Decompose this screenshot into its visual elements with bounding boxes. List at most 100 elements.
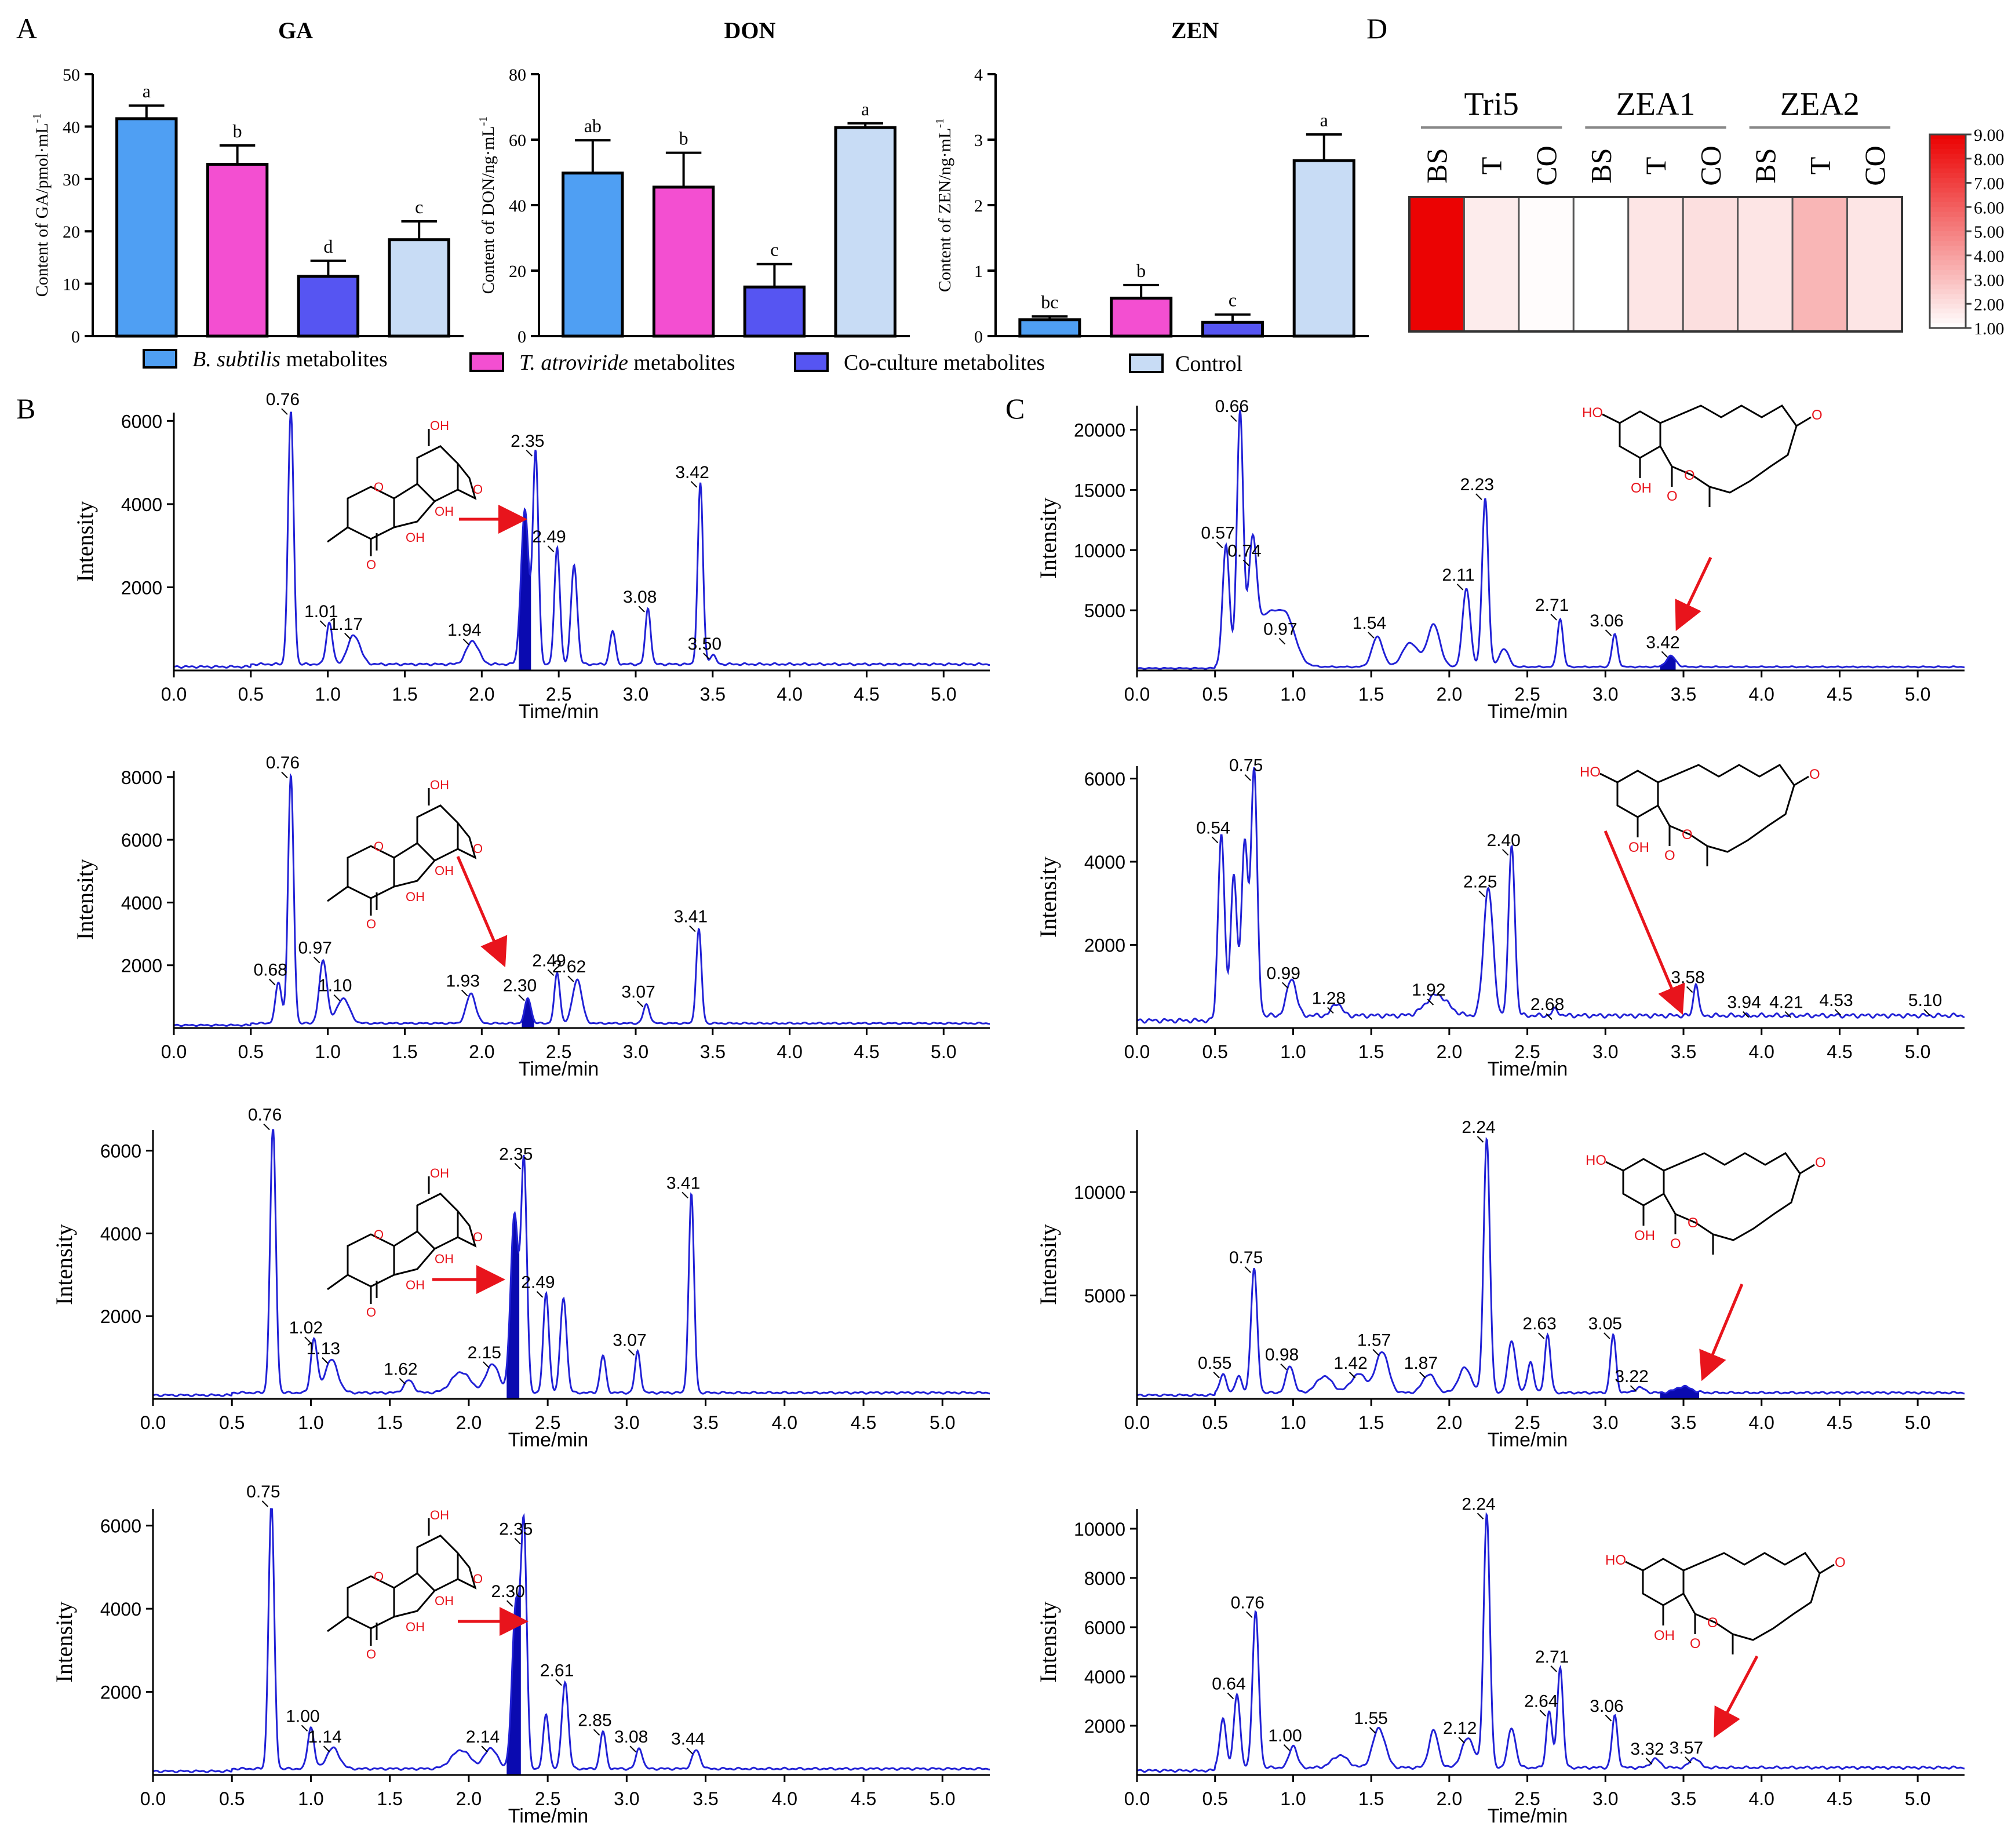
atom-oh: OH xyxy=(406,1620,425,1634)
y-tick-label-chrom_b2: 4000 xyxy=(121,892,162,913)
x-tick-label-chrom_c2: 4.0 xyxy=(1748,1041,1774,1062)
atom-o: O xyxy=(1670,1236,1681,1252)
y-axis-label-chrom_c1: Intensity xyxy=(1035,498,1061,579)
peak-label-chrom_c2: 1.92 xyxy=(1412,981,1445,1000)
x-tick-label-chrom_b1: 0.0 xyxy=(161,684,187,705)
legend-label-co: Co-culture metabolites xyxy=(844,351,1045,375)
atom-ho: HO xyxy=(1605,1552,1626,1568)
color-scale-tick-label: 1.00 xyxy=(1974,319,2005,338)
y-tick-label-chrom_c4: 4000 xyxy=(1084,1667,1125,1687)
x-tick-label-chrom_b4: 4.5 xyxy=(851,1788,876,1809)
y-tick-label-ga: 20 xyxy=(63,223,80,242)
legend: B. subtilis metabolites T. atroviride me… xyxy=(143,347,1242,376)
x-tick-label-chrom_c1: 3.5 xyxy=(1671,684,1696,705)
x-tick-label-chrom_c2: 3.5 xyxy=(1671,1041,1696,1062)
y-tick-label-zen: 2 xyxy=(974,196,983,216)
chromatogram-chrom_c2: 0.0 0.5 1.0 1.5 2.0 2.5 3.0 3.5 4.0 4.5 5.0 2000 400… xyxy=(1035,756,1965,1080)
peak-label-chrom_c2: 0.54 xyxy=(1196,818,1230,837)
peak-label-leader-chrom_b1 xyxy=(281,408,288,415)
peak-label-chrom_c2: 0.99 xyxy=(1267,964,1300,983)
peak-label-leader-chrom_b3 xyxy=(514,1162,521,1170)
y-tick-label-chrom_b1: 4000 xyxy=(121,494,162,515)
peak-label-leader-chrom_b4 xyxy=(261,1500,269,1507)
peak-label-leader-chrom_c2 xyxy=(1784,1011,1792,1018)
peak-label-leader-chrom_b3 xyxy=(536,1291,544,1298)
x-tick-label-chrom_b1: 4.0 xyxy=(777,684,802,705)
atom-o: O xyxy=(374,480,384,494)
y-tick-label-ga: 10 xyxy=(63,275,80,294)
x-axis-label-chrom_b1: Time/min xyxy=(519,701,599,723)
peak-label-chrom_c2: 4.53 xyxy=(1819,991,1853,1010)
x-tick-label-chrom_c2: 0.0 xyxy=(1124,1041,1150,1062)
peak-label-leader-chrom_c3 xyxy=(1537,1332,1545,1339)
legend-swatch-co xyxy=(794,352,829,372)
atom-oh: OH xyxy=(1628,840,1649,855)
don-bonds xyxy=(327,1176,477,1304)
atom-o: O xyxy=(1815,1155,1826,1171)
y-tick-label-chrom_b4: 4000 xyxy=(100,1599,141,1620)
x-tick-label-chrom_c4: 4.0 xyxy=(1748,1788,1774,1809)
y-tick-label-chrom_c4: 8000 xyxy=(1084,1568,1125,1589)
atom-o: O xyxy=(366,1305,376,1320)
x-tick-label-chrom_b3: 0.0 xyxy=(140,1412,166,1433)
atom-oh: OH xyxy=(1631,480,1652,496)
x-tick-label-chrom_b4: 1.0 xyxy=(298,1788,323,1809)
legend-label-bs: B. subtilis metabolites xyxy=(192,347,388,371)
x-tick-label-chrom_c3: 4.0 xyxy=(1748,1412,1774,1433)
y-tick-label-chrom_b1: 2000 xyxy=(121,577,162,598)
x-tick-label-chrom_c4: 4.5 xyxy=(1827,1788,1852,1809)
y-axis-label-don: Content of DON/ng·mL-1 xyxy=(477,116,498,294)
x-tick-label-chrom_b3: 5.0 xyxy=(930,1412,955,1433)
y-tick-label-chrom_b3: 4000 xyxy=(100,1223,141,1244)
peak-label-chrom_c4: 2.24 xyxy=(1462,1495,1495,1514)
y-tick-label-don: 80 xyxy=(509,65,526,85)
peak-label-chrom_b4: 2.35 xyxy=(499,1520,533,1539)
atom-oh: OH xyxy=(435,504,454,519)
peak-label-chrom_b1: 1.01 xyxy=(304,602,338,621)
peak-label-leader-chrom_c4 xyxy=(1539,1710,1547,1716)
atom-o: O xyxy=(1809,767,1820,782)
peak-label-chrom_b2: 2.62 xyxy=(552,957,586,976)
y-axis-label-ga: Content of GA/pmol·mL-1 xyxy=(31,114,52,297)
don-molecule-structure: OH O O OH OH O xyxy=(327,1508,483,1661)
peak-label-chrom_c3: 3.05 xyxy=(1588,1314,1622,1333)
peak-label-chrom_c2: 0.75 xyxy=(1229,756,1263,775)
heatmap-column-label: CO xyxy=(1694,145,1726,185)
chart-title-ga: GA xyxy=(278,17,313,43)
x-tick-label-chrom_b3: 3.5 xyxy=(693,1412,718,1433)
peak-label-chrom_c1: 2.23 xyxy=(1460,475,1494,494)
x-tick-label-chrom_b1: 2.5 xyxy=(546,684,571,705)
significance-letter-don: ab xyxy=(584,115,602,136)
peak-label-leader-chrom_b4 xyxy=(481,1745,488,1752)
atom-o: O xyxy=(473,841,483,856)
peak-label-leader-chrom_c4 xyxy=(1246,1611,1253,1618)
heatmap-cell xyxy=(1518,196,1575,333)
y-tick-label-don: 60 xyxy=(509,131,526,150)
peak-label-chrom_b1: 2.35 xyxy=(511,432,544,451)
zen-bonds xyxy=(1602,404,1812,507)
x-tick-label-chrom_b2: 2.5 xyxy=(546,1041,571,1062)
color-scale-tick-label: 7.00 xyxy=(1974,174,2005,194)
bar-zen xyxy=(1201,320,1264,338)
peak-label-leader-chrom_c4 xyxy=(1645,1758,1653,1765)
x-tick-label-chrom_c1: 1.5 xyxy=(1358,684,1384,705)
bar-zen xyxy=(1292,159,1355,338)
heatmap-cell xyxy=(1572,196,1630,333)
peak-label-chrom_c2: 3.58 xyxy=(1671,968,1704,987)
trace-chrom_c2 xyxy=(1136,767,1965,1024)
x-tick-label-chrom_c3: 1.5 xyxy=(1358,1412,1384,1433)
peak-label-leader-chrom_c3 xyxy=(1244,1266,1251,1273)
peak-label-chrom_c1: 2.11 xyxy=(1442,566,1474,585)
color-scale-step xyxy=(1930,279,1966,285)
trace-chrom_c1 xyxy=(1136,410,1965,670)
peak-label-chrom_b2: 1.93 xyxy=(446,972,480,991)
color-scale-step xyxy=(1930,202,1966,208)
color-scale-tick-label: 2.00 xyxy=(1974,295,2005,314)
don-bonds xyxy=(327,788,477,916)
heatmap-cell xyxy=(1408,196,1465,333)
peak-label-chrom_b3: 2.49 xyxy=(521,1273,555,1292)
peak-label-chrom_c3: 3.22 xyxy=(1615,1367,1648,1386)
don-bonds xyxy=(327,429,477,556)
peak-label-leader-chrom_b4 xyxy=(514,1537,521,1545)
